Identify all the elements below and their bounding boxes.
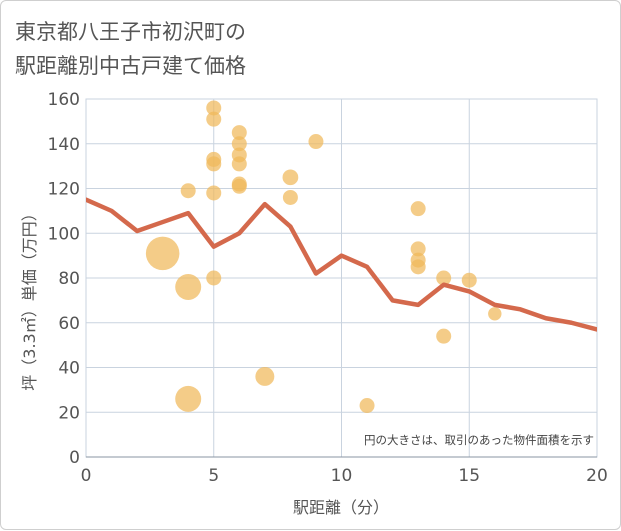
scatter-point bbox=[488, 307, 502, 321]
y-tick-label: 60 bbox=[58, 314, 80, 334]
scatter-point bbox=[231, 178, 247, 194]
chart-title-line-1: 東京都八王子市初沢町の bbox=[15, 20, 246, 44]
y-tick-label: 160 bbox=[48, 90, 80, 110]
scatter-point bbox=[255, 366, 275, 386]
scatter-point bbox=[282, 189, 298, 205]
scatter-point bbox=[206, 185, 222, 201]
chart-title: 東京都八王子市初沢町の 駅距離別中古戸建て価格 bbox=[15, 15, 246, 83]
scatter-point bbox=[180, 183, 196, 199]
size-note: 円の大きさは、取引のあった物件面積を示す bbox=[364, 433, 594, 447]
x-axis-label: 駅距離（分） bbox=[293, 498, 389, 517]
trend-line bbox=[86, 197, 597, 332]
scatter-point bbox=[308, 134, 324, 150]
y-axis-label: 坪（3.3㎡）単価（万円） bbox=[20, 205, 39, 390]
y-tick-label: 140 bbox=[48, 135, 80, 155]
y-tick-label: 100 bbox=[48, 224, 80, 244]
x-tick-label: 0 bbox=[81, 466, 92, 486]
x-tick-labels: 0 5 10 15 20 bbox=[81, 466, 608, 486]
scatter-point bbox=[436, 328, 452, 344]
scatter-point bbox=[206, 270, 222, 286]
x-tick-label: 20 bbox=[586, 466, 608, 486]
scatter-point bbox=[231, 136, 247, 152]
y-tick-label: 40 bbox=[58, 359, 80, 379]
scatter-point bbox=[206, 100, 222, 116]
y-tick-labels: 0 20 40 60 80 100 120 140 160 bbox=[48, 90, 80, 468]
scatter-point bbox=[436, 270, 452, 286]
scatter-point bbox=[231, 125, 247, 141]
scatter-point bbox=[145, 236, 180, 271]
scatter-point bbox=[461, 272, 477, 288]
y-tick-label: 120 bbox=[48, 180, 80, 200]
scatter-point bbox=[231, 156, 247, 172]
x-tick-label: 15 bbox=[458, 466, 480, 486]
scatter-point bbox=[359, 398, 375, 414]
scatter-point bbox=[410, 259, 426, 275]
scatter-point bbox=[410, 241, 426, 257]
scatter-point bbox=[206, 111, 222, 127]
y-tick-label: 0 bbox=[69, 448, 80, 468]
scatter-point bbox=[175, 273, 202, 300]
scatter-point bbox=[282, 169, 299, 186]
trend-line-group bbox=[86, 197, 597, 332]
x-tick-label: 5 bbox=[208, 466, 219, 486]
scatter-point bbox=[410, 201, 426, 217]
bubble-series bbox=[145, 100, 502, 414]
x-tick-label: 10 bbox=[331, 466, 353, 486]
y-tick-label: 80 bbox=[58, 269, 80, 289]
chart-title-line-2: 駅距離別中古戸建て価格 bbox=[15, 54, 246, 78]
scatter-point bbox=[175, 385, 202, 412]
y-tick-label: 20 bbox=[58, 403, 80, 423]
scatter-point bbox=[206, 156, 222, 172]
